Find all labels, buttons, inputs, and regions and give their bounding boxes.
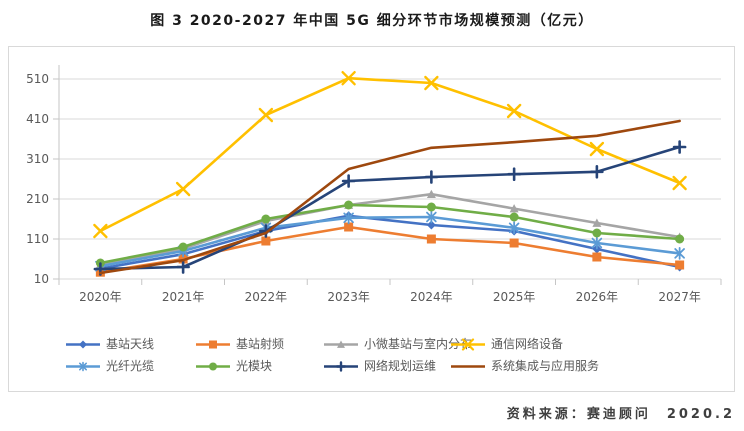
legend-label-base-station-rf: 基站射频 xyxy=(236,337,285,351)
legend-marker-network-planning-om xyxy=(324,360,358,372)
circle-marker xyxy=(261,214,271,224)
circle-marker xyxy=(426,202,436,212)
x-axis-label: 2022年 xyxy=(245,290,288,304)
triangle-marker xyxy=(509,204,519,213)
circle-marker xyxy=(675,234,685,244)
y-axis-tick-label: 10 xyxy=(34,272,49,286)
circle-marker xyxy=(344,200,354,210)
legend-item-base-station-rf: 基站射频 xyxy=(195,337,323,351)
circle-marker xyxy=(509,212,519,222)
chart-legend: 基站天线 基站射频 小微基站与室内分布 通信网络设备光纤光缆 光模块 网络规划运维 系统集成… xyxy=(9,337,734,373)
series-line-base-station-antenna xyxy=(99,214,681,270)
y-axis-tick-label: 310 xyxy=(26,152,49,166)
legend-label-base-station-antenna: 基站天线 xyxy=(106,337,155,351)
source-line: 资料来源：赛迪顾问 2020.2 xyxy=(507,403,735,422)
source-date: 2020.2 xyxy=(666,407,735,422)
square-marker xyxy=(675,260,685,270)
x-marker xyxy=(506,103,522,119)
legend-marker-system-integration-app-services xyxy=(451,364,485,368)
x-axis-label: 2023年 xyxy=(327,290,370,304)
series-line-network-planning-om xyxy=(99,145,681,271)
triangle-marker xyxy=(426,189,436,199)
series-line-system-integration-app-services xyxy=(99,119,681,275)
source-name: 赛迪顾问 xyxy=(586,407,651,422)
series-line-optical-fiber-cable xyxy=(99,215,681,268)
legend-item-network-planning-om: 网络规划运维 xyxy=(323,359,450,373)
legend-label-small-micro-base-station-indoor: 小微基站与室内分布 xyxy=(364,337,473,351)
x-marker xyxy=(258,107,274,123)
chart-title: 图 3 2020-2027 年中国 5G 细分环节市场规模预测（亿元） xyxy=(150,13,594,29)
legend-label-network-planning-om: 网络规划运维 xyxy=(364,359,437,373)
x-axis-label: 2024年 xyxy=(410,290,453,304)
legend-label-optical-fiber-cable: 光纤光缆 xyxy=(106,359,155,373)
square-marker xyxy=(344,222,354,232)
legend-marker-optical-module xyxy=(196,362,230,370)
x-marker xyxy=(341,71,356,86)
square-marker xyxy=(426,234,436,244)
series-line-small-micro-base-station-indoor xyxy=(99,192,681,266)
chart-frame: 10 110 210 310 410 510 2020年 2021年 2022年 2023年 202… xyxy=(8,46,735,392)
x-axis-label: 2027年 xyxy=(658,290,701,304)
y-axis-tick-label: 210 xyxy=(26,192,49,206)
circle-marker xyxy=(592,228,602,238)
x-axis-label: 2026年 xyxy=(576,290,619,304)
x-axis-label: 2025年 xyxy=(493,290,536,304)
series-line-comm-network-equipment xyxy=(99,76,681,233)
x-axis-label: 2020年 xyxy=(79,290,122,304)
x-marker xyxy=(589,141,605,157)
legend-label-system-integration-app-services: 系统集成与应用服务 xyxy=(491,359,600,373)
y-axis-tick-label: 410 xyxy=(26,112,49,126)
legend-marker-small-micro-base-station-indoor xyxy=(324,340,358,348)
x-marker xyxy=(175,181,191,197)
legend-marker-comm-network-equipment xyxy=(451,337,485,351)
legend-label-optical-module: 光模块 xyxy=(236,359,273,373)
triangle-marker xyxy=(592,218,602,227)
x-axis-label: 2021年 xyxy=(162,290,205,304)
legend-item-small-micro-base-station-indoor: 小微基站与室内分布 xyxy=(323,337,472,351)
legend-item-optical-fiber-cable: 光纤光缆 xyxy=(65,359,195,373)
x-marker xyxy=(672,175,687,191)
legend-marker-base-station-antenna xyxy=(66,340,100,348)
plot-area: 10 110 210 310 410 510 2020年 2021年 2022年 2023年 202… xyxy=(26,65,722,304)
y-axis-tick-label: 510 xyxy=(26,72,49,86)
circle-marker xyxy=(178,242,188,252)
x-marker xyxy=(93,223,108,239)
square-marker xyxy=(261,236,271,246)
legend-item-comm-network-equipment: 通信网络设备 xyxy=(450,337,734,351)
y-axis-tick-label: 110 xyxy=(26,232,49,246)
square-marker xyxy=(509,238,519,248)
x-marker xyxy=(424,75,439,91)
legend-marker-optical-fiber-cable xyxy=(66,361,100,371)
diamond-marker xyxy=(426,220,436,230)
legend-label-comm-network-equipment: 通信网络设备 xyxy=(491,337,564,351)
legend-item-optical-module: 光模块 xyxy=(195,359,323,373)
legend-item-system-integration-app-services: 系统集成与应用服务 xyxy=(450,359,734,373)
square-marker xyxy=(592,252,602,262)
legend-marker-base-station-rf xyxy=(196,340,230,348)
source-label: 资料来源： xyxy=(506,407,587,422)
series-line-optical-module xyxy=(99,203,681,265)
legend-item-base-station-antenna: 基站天线 xyxy=(65,337,195,351)
